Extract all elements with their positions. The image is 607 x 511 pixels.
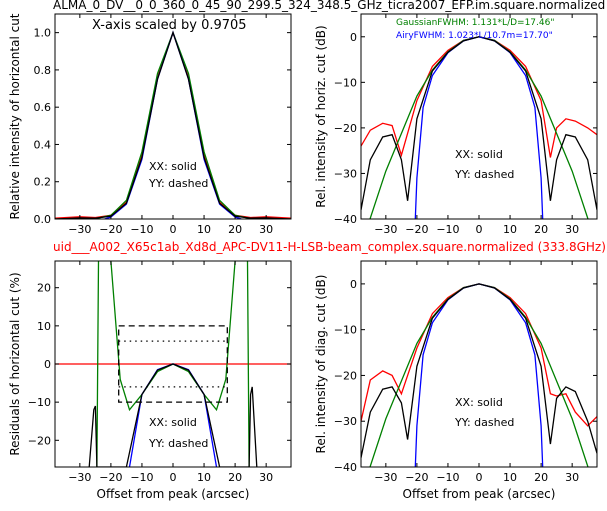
series-line-0 — [361, 36, 597, 158]
x-tick-label: −30 — [374, 471, 397, 484]
y-tick-label: −10 — [28, 396, 51, 409]
x-tick-label: 10 — [503, 471, 517, 484]
plot-area — [55, 30, 291, 219]
panel-top-left: −30 −20 −10 0 10 20 30 0.0 0.2 0.4 0.6 0.8 1.0 Relati… — [8, 13, 292, 236]
x-tick-label: −20 — [405, 471, 428, 484]
y-axis-label: Rel. intensity of diag. cut (dB) — [314, 275, 328, 454]
annotation-text: YY: dashed — [148, 177, 208, 190]
middle-title: uid___A002_X65c1ab_Xd8d_APC-DV11-H-LSB-b… — [53, 240, 606, 254]
series-line-1 — [96, 261, 250, 467]
y-tick-label: 0 — [44, 358, 51, 371]
axes-frame — [360, 260, 598, 468]
y-tick-label: −20 — [28, 434, 51, 447]
annotation-text: GaussianFWHM: 1.131*L/D=17.46" — [396, 18, 554, 28]
annotation-text: YY: dashed — [454, 168, 514, 181]
y-tick-label: 10 — [37, 320, 51, 333]
x-tick-label: −30 — [374, 223, 397, 236]
x-axis-label: Offset from peak (arcsec) — [97, 487, 250, 501]
annotation-text: XX: solid — [455, 148, 503, 161]
x-tick-label: 30 — [259, 223, 273, 236]
panel-bottom-right: −30 −20 −10 0 10 20 30 −40 −30 −20 −10 0 Rel. intens… — [314, 260, 598, 501]
panel-top-right: −30 −20 −10 0 10 20 30 −40 −30 −20 −10 0 Rel. intens… — [314, 13, 598, 236]
y-tick-label: 0.4 — [34, 138, 52, 151]
x-tick-label: 20 — [534, 223, 548, 236]
y-tick-label: 20 — [37, 282, 51, 295]
series-line-1 — [369, 36, 589, 219]
y-tick-label: 0.2 — [34, 176, 52, 189]
annotation-text: XX: solid — [149, 160, 197, 173]
series-line-3 — [361, 36, 597, 211]
x-tick-label: 30 — [565, 223, 579, 236]
x-tick-label: −20 — [99, 223, 122, 236]
x-tick-label: 10 — [503, 223, 517, 236]
y-axis-label: Residuals of horizontal cut (%) — [8, 272, 22, 455]
y-tick-label: 0.6 — [34, 101, 52, 114]
y-tick-label: 0 — [350, 278, 357, 291]
x-axis-label: Offset from peak (arcsec) — [403, 487, 556, 501]
y-tick-label: −30 — [334, 415, 357, 428]
y-tick-label: −10 — [334, 324, 357, 337]
y-tick-label: −40 — [334, 213, 357, 226]
x-tick-label: 30 — [259, 471, 273, 484]
y-tick-label: −40 — [334, 461, 357, 474]
annotation-text: X-axis scaled by 0.9705 — [92, 18, 247, 33]
x-tick-label: 0 — [476, 471, 483, 484]
x-tick-label: 20 — [534, 471, 548, 484]
series-line-0 — [55, 30, 291, 219]
top-title: ALMA_0_DV__0_0_360_0_45_90_299.5_324_348… — [53, 0, 605, 12]
annotation-text: XX: solid — [149, 416, 197, 429]
y-tick-label: −10 — [334, 76, 357, 89]
y-axis-label: Rel. intensity of horiz. cut (dB) — [314, 25, 328, 207]
series-line-3 — [361, 283, 597, 458]
y-tick-label: −30 — [334, 167, 357, 180]
x-tick-label: 0 — [170, 223, 177, 236]
x-tick-label: −20 — [405, 223, 428, 236]
axes-frame — [360, 13, 598, 220]
x-tick-label: −10 — [436, 223, 459, 236]
x-tick-label: −30 — [68, 223, 91, 236]
y-tick-label: −20 — [334, 122, 357, 135]
x-tick-label: −10 — [130, 471, 153, 484]
series-line-1 — [369, 283, 589, 467]
x-tick-label: −10 — [436, 471, 459, 484]
x-tick-label: 0 — [170, 471, 177, 484]
panel-bottom-left: −30 −20 −10 0 10 20 30 −20 −10 0 10 20 Residuals of … — [8, 260, 292, 501]
x-tick-label: 10 — [197, 471, 211, 484]
x-tick-label: 20 — [228, 471, 242, 484]
x-tick-label: 20 — [228, 223, 242, 236]
series-line-1 — [55, 30, 291, 219]
series-line-4 — [118, 325, 228, 403]
series-line-3 — [88, 363, 258, 467]
annotation-text: XX: solid — [455, 396, 503, 409]
y-tick-label: 0.0 — [34, 213, 52, 226]
x-tick-label: −20 — [99, 471, 122, 484]
plot-area — [55, 261, 291, 467]
plot-area — [361, 36, 597, 219]
y-axis-label: Relative intensity of horizontal cut — [8, 13, 22, 219]
x-tick-label: −30 — [68, 471, 91, 484]
series-line-2 — [104, 30, 242, 219]
x-tick-label: 10 — [197, 223, 211, 236]
x-tick-label: 30 — [565, 471, 579, 484]
x-tick-label: 0 — [476, 223, 483, 236]
annotation-text: YY: dashed — [454, 416, 514, 429]
x-tick-label: −10 — [130, 223, 153, 236]
y-tick-label: −20 — [334, 369, 357, 382]
plot-area — [361, 283, 597, 467]
y-tick-label: 0.8 — [34, 64, 52, 77]
y-tick-label: 0 — [350, 31, 357, 44]
y-tick-label: 1.0 — [34, 27, 52, 40]
annotation-text: AiryFWHM: 1.023*L/10.7m=17.70" — [396, 31, 553, 41]
series-line-3 — [55, 30, 291, 219]
annotation-text: YY: dashed — [148, 437, 208, 450]
